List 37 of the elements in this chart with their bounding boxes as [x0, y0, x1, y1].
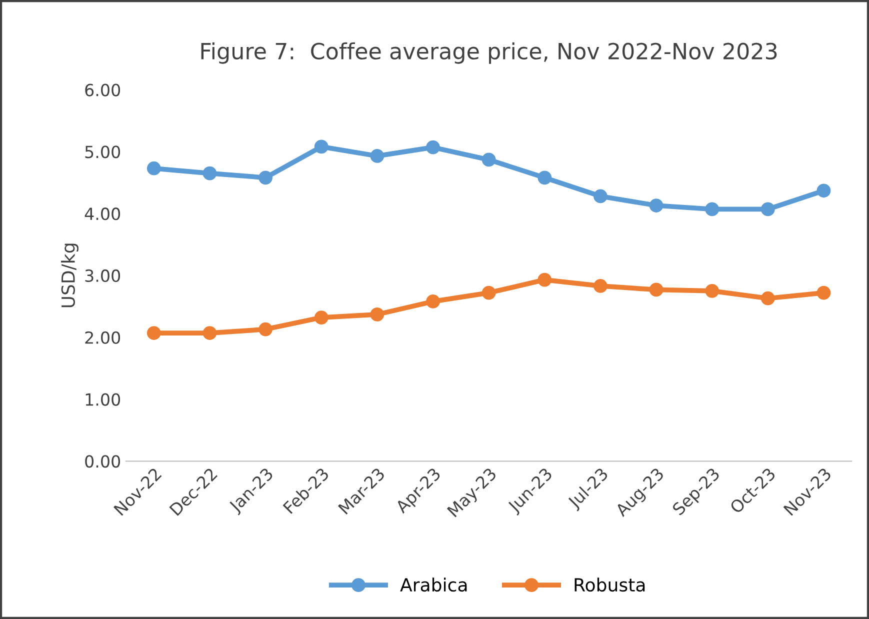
point: [649, 198, 664, 212]
point: [538, 170, 552, 185]
legend-label: Arabica: [400, 578, 467, 592]
chart-title: Figure 7: Coffee average price, Nov 2022-Nov 2023: [201, 42, 777, 64]
point: [202, 166, 217, 180]
point: [594, 189, 608, 204]
y-tick-label: 6.00: [85, 84, 120, 96]
y-tick-label: 3.00: [85, 269, 120, 282]
point: [314, 310, 328, 324]
point: [705, 202, 720, 216]
y-axis-title: USD/kg: [61, 244, 78, 308]
y-tick-label: 0.00: [85, 455, 120, 468]
point: [314, 140, 328, 154]
point: [202, 326, 217, 340]
legend-label: Robusta: [574, 578, 645, 592]
point: [816, 184, 831, 198]
y-tick-label: 2.00: [85, 331, 120, 344]
point: [816, 286, 831, 300]
point: [146, 161, 161, 176]
point: [370, 308, 384, 322]
point: [482, 152, 496, 167]
y-tick-label: 4.00: [84, 208, 120, 220]
y-tick-label: 1.00: [86, 393, 120, 406]
point: [594, 279, 608, 293]
point: [258, 170, 272, 185]
point: [426, 294, 440, 308]
point: [760, 202, 775, 216]
point: [705, 284, 720, 298]
point: [538, 272, 552, 287]
point: [649, 282, 664, 297]
point: [760, 291, 775, 306]
point: [426, 140, 440, 154]
point: [482, 286, 496, 300]
y-tick-label: 5.00: [85, 146, 120, 158]
point: [370, 149, 384, 163]
point: [146, 326, 161, 340]
point: [258, 322, 272, 336]
